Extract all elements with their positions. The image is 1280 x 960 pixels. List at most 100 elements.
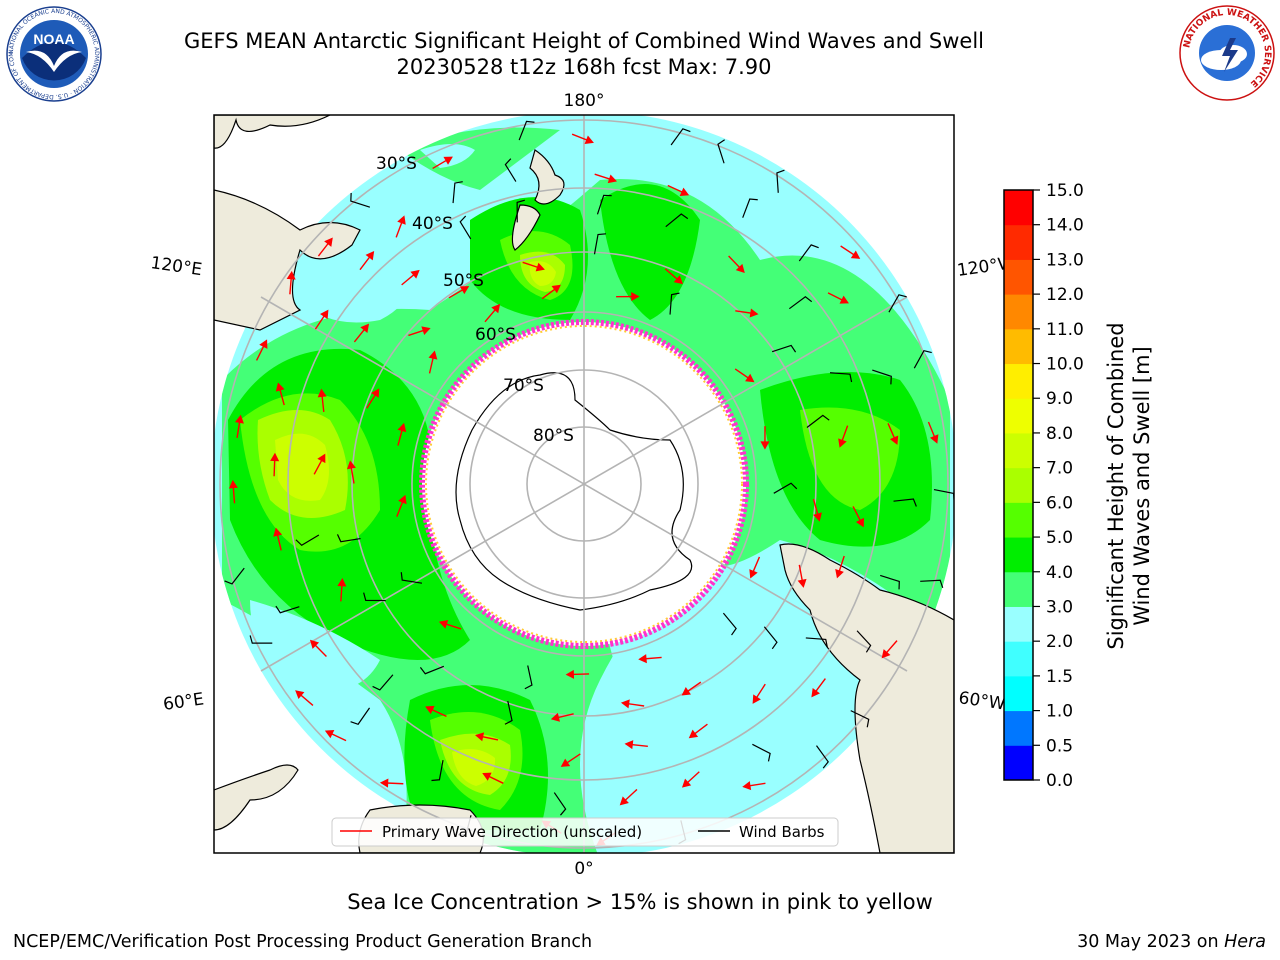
wind-barb (350, 192, 371, 208)
noaa-logo: NATIONAL OCEANIC AND ATMOSPHERIC ADMINIS… (6, 6, 102, 102)
wave-arrow-head (889, 435, 899, 445)
nws-logo: NATIONAL WEATHER SERVICE (1179, 5, 1275, 101)
wave-arrow-head (295, 690, 305, 700)
colorbar-tick-label: 14.0 (1046, 216, 1084, 236)
wave-arrow-head (286, 270, 296, 280)
wind-barb (805, 637, 828, 648)
colorbar-segment (1004, 641, 1033, 677)
colorbar-segment (1004, 328, 1033, 365)
wave-arrow-head (550, 712, 560, 722)
wave-arrow-head (459, 286, 470, 295)
wind-barb (806, 414, 830, 428)
wind-barb (829, 372, 853, 383)
wind-barb (553, 792, 567, 816)
wave-arrow-head (681, 778, 692, 788)
wave-arrow-head (259, 339, 268, 349)
wind-barb (524, 665, 533, 690)
wind-barb (798, 244, 819, 262)
wind-barb (419, 665, 445, 675)
wave-arrow-head (929, 434, 939, 444)
footer-branch: NCEP/EMC/Verification Post Processing Pr… (13, 932, 593, 952)
wave-arrow-head (749, 569, 758, 579)
lat-label-30s: 30°S (376, 154, 417, 174)
wind-barb (850, 710, 870, 728)
wave-arrow-head (619, 796, 629, 806)
colorbar: 0.0 0.5 1.0 1.5 2.0 3.0 4.0 5.0 6.0 7.0 8.0 9.0 10.0… (1003, 181, 1084, 791)
wind-barb (431, 759, 444, 782)
wave-arrow-head (428, 350, 438, 360)
colorbar-tick-label: 5.0 (1046, 528, 1073, 548)
colorbar-segment (1004, 502, 1033, 538)
wave-arrow-head (881, 649, 891, 659)
wind-barb (893, 498, 917, 507)
wind-barb (888, 294, 907, 313)
wind-barb (773, 482, 798, 494)
wave-arrow-head (443, 156, 453, 165)
wave-arrow-head (397, 215, 406, 225)
colorbar-tick-label: 11.0 (1046, 320, 1084, 340)
colorbar-tick-label: 3.0 (1046, 597, 1073, 617)
footer-date-text: 30 May 2023 on (1077, 932, 1225, 952)
wind-barb (249, 635, 273, 644)
colorbar-tick-label: 2.0 (1046, 632, 1073, 652)
colorbar-tick-label: 15.0 (1046, 181, 1084, 201)
wind-barb (722, 612, 737, 636)
wave-arrow-head (398, 494, 407, 505)
wind-barb (670, 128, 691, 146)
wind-barb (669, 292, 680, 315)
colorbar-segment (1004, 294, 1033, 330)
wave-arrow-head (317, 388, 327, 398)
land-new-zealand-north (529, 149, 565, 205)
wave-arrow-head (275, 382, 285, 392)
wind-barb (872, 369, 892, 385)
wind-barb (596, 194, 612, 215)
footer-host: Hera (1224, 932, 1266, 952)
wind-barb (763, 626, 778, 650)
wave-arrow-head (760, 441, 770, 450)
land-australia (214, 189, 361, 331)
colorbar-tick-label: 4.0 (1046, 563, 1073, 583)
wave-arrow-head (735, 263, 745, 273)
map-frame (213, 114, 955, 854)
footer-date: 30 May 2023 on Hera (1077, 932, 1266, 952)
wave-arrow-head (560, 758, 571, 767)
wave-arrow-head (324, 237, 333, 247)
lat-label-50s: 50°S (443, 271, 484, 291)
wave-arrow-head (681, 687, 691, 696)
wind-barb (295, 534, 320, 547)
wind-barb (776, 169, 785, 193)
wave-arrow-head (745, 373, 755, 383)
wave-arrow-head (379, 778, 389, 788)
wave-arrow-head (631, 292, 640, 302)
wave-arrow-head (365, 251, 375, 261)
colorbar-tick-label: 12.0 (1046, 285, 1084, 305)
wave-direction-arrows (228, 133, 939, 846)
lon-label-60w: 60°W (957, 688, 1006, 714)
wave-arrow-head (813, 512, 822, 522)
wave-arrow-head (624, 740, 634, 750)
sea-ice-caption: Sea Ice Concentration > 15% is shown in … (347, 890, 933, 914)
wave-arrow-head (565, 669, 575, 679)
colorbar-segment (1004, 432, 1033, 469)
map-legend: Primary Wave Direction (unscaled) Wind B… (331, 817, 839, 847)
wind-barb (350, 707, 371, 725)
colorbar-segment (1004, 190, 1033, 226)
wind-barb (400, 572, 423, 584)
land-madagascar-region (214, 764, 299, 831)
wave-arrow-head (317, 453, 326, 464)
colorbar-segment (1004, 363, 1033, 399)
wave-arrow-head (482, 772, 492, 781)
lat-label-60s: 60°S (475, 325, 516, 345)
wind-barb (504, 158, 517, 182)
wave-arrow-head (425, 705, 435, 715)
colorbar-segment (1004, 606, 1033, 642)
wave-arrow-head (638, 654, 647, 664)
wind-barb (336, 534, 361, 543)
colorbar-label: Significant Height of Combined Wind Wave… (1104, 322, 1154, 649)
wave-arrow-head (535, 262, 545, 272)
colorbar-tick-label: 9.0 (1046, 389, 1073, 409)
wind-barb (224, 567, 245, 585)
colorbar-segment (1004, 675, 1033, 712)
wave-arrow-head (309, 639, 320, 649)
